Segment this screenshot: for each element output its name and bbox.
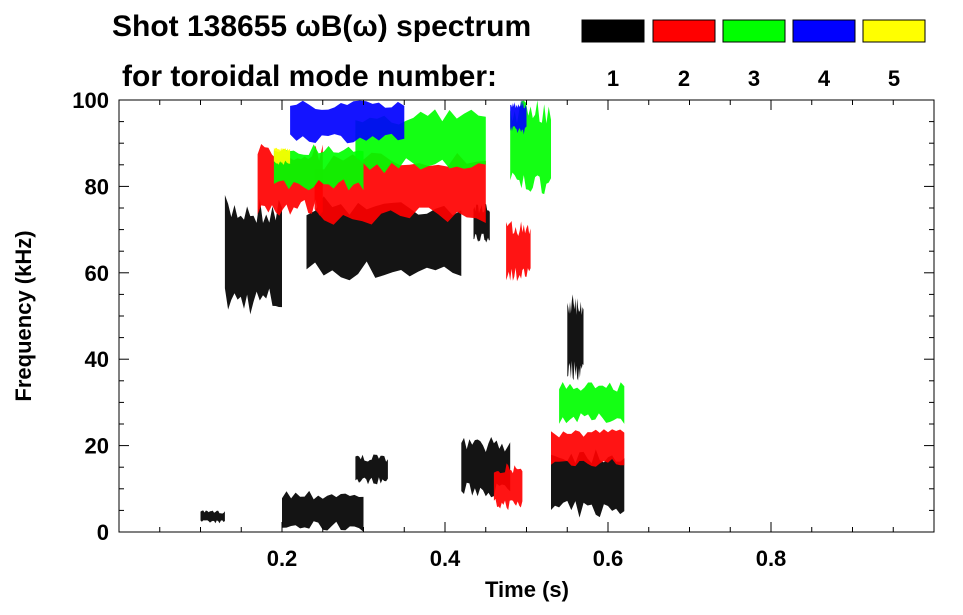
spectrum-region-mode-1 xyxy=(282,490,364,532)
mode-legend: 1 2 3 4 5 xyxy=(581,19,926,91)
legend-swatch-mode-4 xyxy=(792,19,856,43)
spectrum-region-mode-1 xyxy=(551,449,625,518)
spectrum-region-mode-1 xyxy=(224,195,282,315)
spectrum-marks xyxy=(200,100,625,532)
x-tick-label: 0.8 xyxy=(756,546,787,571)
spectrum-region-mode-3 xyxy=(273,144,364,191)
x-tick-label: 0.4 xyxy=(430,546,461,571)
spectrum-region-mode-1 xyxy=(567,294,584,381)
legend-swatch-mode-2 xyxy=(652,19,716,43)
legend-label-mode-1: 1 xyxy=(607,66,619,91)
legend-label-mode-2: 2 xyxy=(678,66,690,91)
legend-swatch-mode-1 xyxy=(581,19,645,43)
y-tick-label: 0 xyxy=(97,520,109,545)
spectrum-region-mode-1 xyxy=(355,454,388,485)
spectrum-region-mode-1 xyxy=(306,196,462,281)
spectrum-region-mode-4 xyxy=(290,100,405,144)
y-tick-label: 80 xyxy=(85,174,109,199)
y-tick-label: 60 xyxy=(85,261,109,286)
spectrum-region-mode-2 xyxy=(506,221,531,282)
x-tick-label: 0.2 xyxy=(267,546,298,571)
plot-area: 0.2 0.4 0.6 0.8 0 20 40 60 80 100 xyxy=(72,88,935,571)
spectrum-region-mode-1 xyxy=(200,510,225,524)
axis-ticks: 0.2 0.4 0.6 0.8 0 20 40 60 80 100 xyxy=(72,88,934,571)
y-axis-title: Frequency (kHz) xyxy=(11,230,36,401)
spectrum-region-mode-3 xyxy=(559,382,625,424)
spectrum-region-mode-4 xyxy=(510,100,527,135)
chart-title: Shot 138655 ωB(ω) spectrum xyxy=(112,10,531,43)
spectrum-region-mode-5 xyxy=(273,147,291,165)
spectrum-region-mode-2 xyxy=(493,463,523,511)
y-tick-label: 40 xyxy=(85,347,109,372)
legend-swatch-mode-3 xyxy=(722,19,786,43)
x-axis-title: Time (s) xyxy=(485,577,569,602)
spectrum-region-mode-2 xyxy=(551,429,625,467)
legend-label-mode-4: 4 xyxy=(818,66,831,91)
chart-subtitle: for toroidal mode number: xyxy=(122,60,497,93)
y-tick-label: 100 xyxy=(72,88,109,113)
legend-swatch-mode-5 xyxy=(862,19,926,43)
y-tick-label: 20 xyxy=(85,434,109,459)
legend-label-mode-5: 5 xyxy=(888,66,900,91)
legend-label-mode-3: 3 xyxy=(748,66,760,91)
x-tick-label: 0.6 xyxy=(593,546,624,571)
